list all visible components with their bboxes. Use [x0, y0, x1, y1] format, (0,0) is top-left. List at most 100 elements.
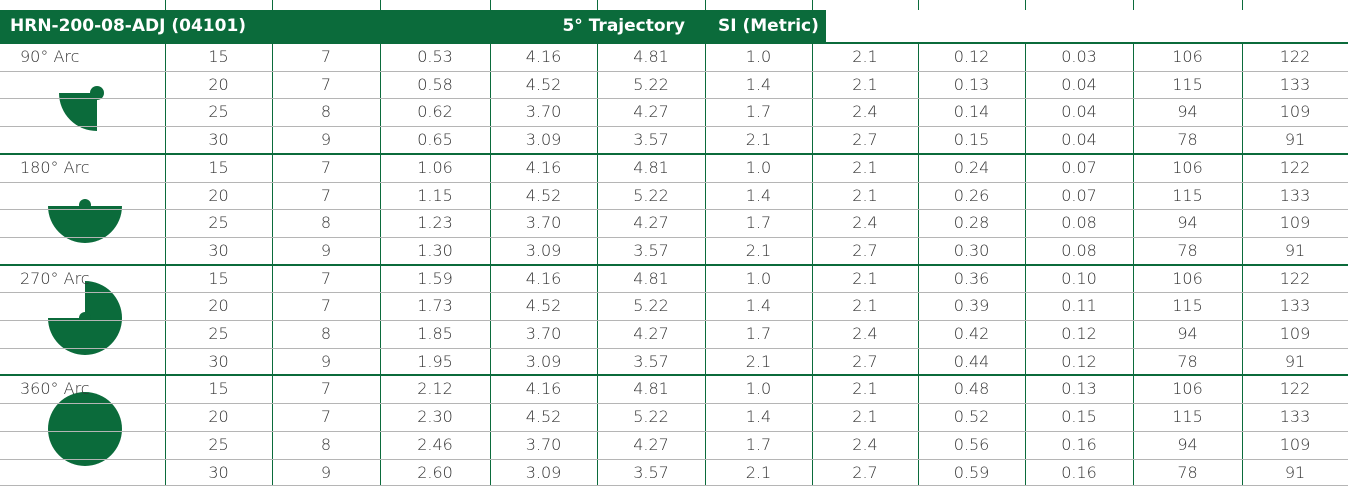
table-cell: 7 — [320, 47, 332, 66]
table-cell: 1.0 — [745, 379, 772, 399]
table-cell: 2.30 — [417, 407, 453, 427]
table-cell: 2.4 — [852, 434, 878, 454]
table-cell: 1.4 — [745, 296, 772, 316]
table-cell: 3.09 — [525, 240, 562, 260]
column-divider — [165, 0, 166, 10]
table-cell: 106 — [1172, 268, 1203, 288]
table-cell: 4.52 — [525, 296, 562, 316]
table-cell: 7 — [320, 268, 332, 288]
table-cell: 3.70 — [525, 102, 562, 122]
table-cell: 5.22 — [633, 296, 669, 316]
table-cell: 20 — [208, 74, 229, 94]
column-divider — [1133, 0, 1134, 10]
table-cell: 2.1 — [852, 407, 878, 427]
table-cell: 2.1 — [852, 157, 878, 177]
table-cell: 0.15 — [1061, 407, 1097, 427]
table-cell: 1.85 — [417, 324, 453, 343]
table-cell: 91 — [1284, 130, 1306, 150]
row-divider — [0, 98, 1348, 100]
row-divider — [0, 70, 1348, 72]
table-cell: 0.48 — [953, 379, 990, 399]
group-divider — [0, 374, 1348, 377]
table-cell: 2.1 — [852, 296, 878, 316]
table-cell: 0.16 — [1061, 434, 1097, 454]
arc-label: 360° Arc — [20, 379, 90, 399]
table-cell: 3.09 — [525, 462, 562, 482]
table-cell: 4.81 — [633, 268, 669, 288]
table-cell: 1.95 — [417, 351, 453, 371]
table-cell: 1.73 — [417, 296, 453, 316]
table-cell: 91 — [1284, 240, 1306, 260]
table-cell: 1.7 — [745, 213, 772, 233]
icon-180-dot — [79, 199, 91, 211]
table-cell: 1.7 — [745, 324, 772, 343]
table-cell: 109 — [1279, 102, 1311, 122]
table-cell: 122 — [1279, 157, 1311, 177]
table-cell: 9 — [320, 130, 332, 150]
table-cell: 78 — [1177, 130, 1198, 150]
table-cell: 8 — [320, 434, 332, 454]
table-cell: 0.53 — [417, 47, 453, 66]
trajectory: 5° Trajectory — [562, 16, 685, 36]
table-cell: 25 — [208, 434, 229, 454]
table-cell: 8 — [320, 102, 332, 122]
table-cell: 0.12 — [1061, 324, 1097, 343]
table-cell: 25 — [208, 324, 229, 343]
table-cell: 7 — [320, 185, 332, 205]
table-cell: 4.27 — [633, 434, 669, 454]
table-cell: 2.4 — [852, 213, 878, 233]
column-divider — [918, 0, 919, 10]
table-cell: 25 — [208, 102, 229, 122]
table-cell: 4.16 — [525, 157, 562, 177]
table-cell: 4.27 — [633, 324, 669, 343]
header-bar — [0, 10, 826, 43]
row-divider — [0, 320, 1348, 321]
table-cell: 1.0 — [745, 157, 772, 177]
table-cell: 0.15 — [953, 130, 990, 150]
table-cell: 7 — [320, 296, 332, 316]
table-cell: 115 — [1172, 407, 1203, 427]
table-cell: 3.57 — [633, 130, 669, 150]
model-title: HRN-200-08-ADJ (04101) — [10, 16, 247, 36]
table-cell: 133 — [1279, 185, 1311, 205]
table-cell: 94 — [1177, 102, 1198, 122]
arc-label: 270° Arc — [20, 268, 90, 288]
table-cell: 0.44 — [953, 351, 990, 371]
table-cell: 2.1 — [852, 74, 878, 94]
table-cell: 5.22 — [633, 185, 669, 205]
table-cell: 2.7 — [852, 130, 878, 150]
table-cell: 94 — [1177, 434, 1198, 454]
table-cell: 30 — [208, 351, 229, 371]
table-cell: 5.22 — [633, 74, 669, 94]
units: SI (Metric) — [718, 16, 819, 36]
table-cell: 0.08 — [1061, 240, 1097, 260]
table-cell: 20 — [208, 407, 229, 427]
row-divider — [0, 236, 1348, 238]
table-cell: 15 — [208, 157, 229, 177]
table-cell: 4.52 — [525, 407, 562, 427]
arc-label: 90° Arc — [20, 47, 80, 66]
table-cell: 0.04 — [1061, 130, 1097, 150]
table-cell: 106 — [1172, 379, 1203, 399]
table-cell: 4.81 — [633, 379, 669, 399]
table-cell: 2.7 — [852, 462, 878, 482]
column-divider — [705, 0, 706, 10]
table-cell: 115 — [1172, 74, 1203, 94]
table-cell: 2.4 — [852, 102, 878, 122]
table-cell: 7 — [320, 379, 332, 399]
table-cell: 25 — [208, 213, 229, 233]
table-cell: 94 — [1177, 213, 1198, 233]
table-cell: 1.0 — [745, 47, 772, 66]
table-cell: 2.1 — [745, 130, 772, 150]
table-cell: 2.1 — [852, 47, 878, 66]
table-cell: 4.16 — [525, 268, 562, 288]
table-cell: 1.4 — [745, 407, 772, 427]
table-cell: 30 — [208, 130, 229, 150]
table-cell: 0.26 — [953, 185, 990, 205]
column-divider — [272, 0, 273, 10]
row-divider — [0, 292, 1348, 294]
icon-270-dot — [79, 312, 91, 324]
table-cell: 115 — [1172, 185, 1203, 205]
table-cell: 133 — [1279, 74, 1311, 94]
